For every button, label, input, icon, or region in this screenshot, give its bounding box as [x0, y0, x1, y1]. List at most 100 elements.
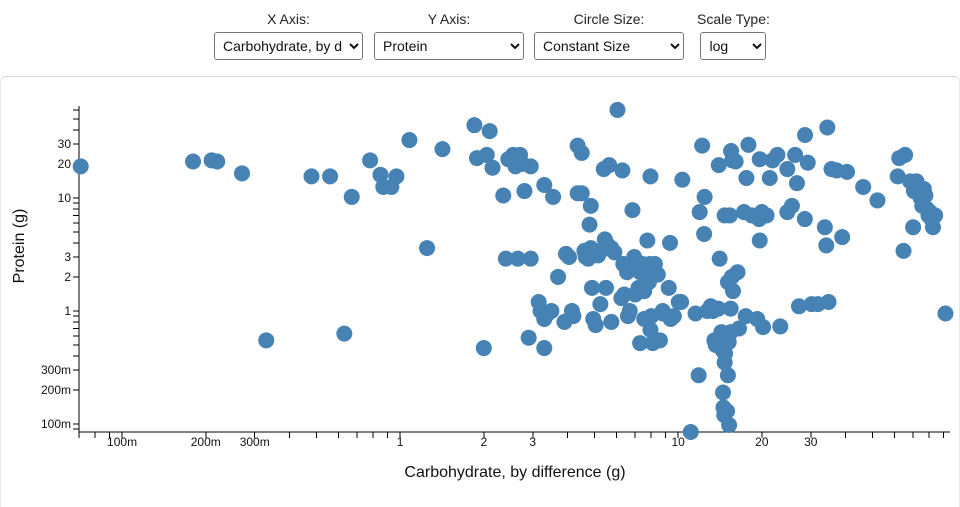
data-point	[651, 332, 668, 349]
circle-size-select[interactable]: Constant Size	[534, 32, 684, 60]
data-point	[797, 127, 814, 144]
data-point	[730, 320, 747, 337]
data-point	[924, 219, 941, 236]
x-axis-select[interactable]: Carbohydrate, by difference	[214, 32, 363, 60]
data-point	[727, 153, 744, 170]
data-point	[258, 332, 275, 349]
data-point	[234, 165, 251, 182]
data-point	[818, 237, 835, 254]
data-point	[592, 296, 609, 313]
data-point	[509, 250, 526, 267]
data-point	[796, 211, 813, 228]
data-point	[819, 119, 836, 136]
data-point	[691, 204, 708, 221]
data-point	[799, 154, 816, 171]
data-point	[722, 300, 739, 317]
y-axis-control: Y Axis: Protein	[374, 10, 524, 60]
y-axis-select[interactable]: Protein	[374, 32, 524, 60]
data-point	[758, 207, 775, 224]
data-point	[751, 232, 768, 249]
data-point	[790, 298, 807, 315]
data-point	[573, 185, 590, 202]
data-point	[343, 188, 360, 205]
data-point	[710, 300, 727, 317]
data-point	[601, 157, 618, 174]
data-point	[682, 424, 699, 440]
data-point	[419, 240, 436, 257]
x-axis-title: Carbohydrate, by difference (g)	[404, 464, 625, 481]
data-point	[719, 367, 736, 384]
data-point	[536, 177, 553, 194]
data-point	[388, 168, 405, 185]
data-point	[820, 294, 837, 311]
data-point	[582, 197, 599, 214]
data-point	[687, 305, 704, 322]
x-axis-control: X Axis: Carbohydrate, by difference	[214, 10, 363, 60]
x-tick-label: 100m	[107, 435, 137, 449]
data-point	[834, 229, 851, 246]
data-point	[603, 313, 620, 330]
data-point	[839, 163, 856, 180]
data-point	[401, 132, 418, 149]
chart-controls: X Axis: Carbohydrate, by difference Y Ax…	[0, 0, 960, 70]
data-point	[937, 305, 954, 322]
x-axis-label: X Axis:	[267, 11, 310, 27]
data-point	[584, 279, 601, 296]
data-point	[434, 141, 451, 158]
x-tick-label: 1	[397, 435, 404, 449]
x-tick-label: 10	[671, 435, 685, 449]
data-point	[772, 318, 789, 335]
data-point	[642, 168, 659, 185]
scale-type-select[interactable]: log	[700, 32, 767, 60]
data-point	[751, 151, 768, 168]
y-tick-label: 1	[64, 304, 71, 318]
y-tick-label: 300m	[41, 363, 71, 377]
data-point	[905, 219, 922, 236]
data-point	[565, 308, 582, 325]
x-tick-label: 30	[804, 435, 818, 449]
data-point	[719, 403, 736, 420]
data-point	[632, 335, 649, 352]
data-point	[895, 242, 912, 259]
data-point	[869, 192, 886, 209]
y-axis-title: Protein (g)	[11, 209, 28, 284]
data-point	[550, 268, 567, 285]
data-point	[609, 101, 626, 118]
scale-type-control: Scale Type: log	[697, 10, 770, 60]
data-point	[740, 136, 757, 153]
data-point	[597, 279, 614, 296]
data-point	[522, 250, 539, 267]
data-point	[721, 417, 738, 434]
data-point	[573, 144, 590, 161]
data-point	[536, 340, 553, 357]
y-tick-label: 200m	[41, 383, 71, 397]
data-point	[696, 188, 713, 205]
data-point	[478, 146, 495, 163]
data-point	[72, 158, 89, 175]
data-point	[495, 187, 512, 204]
data-point	[209, 153, 226, 170]
data-point	[649, 266, 666, 283]
data-point	[917, 187, 934, 204]
data-point	[725, 283, 742, 300]
x-tick-label: 200m	[191, 435, 221, 449]
circle-size-label: Circle Size:	[573, 11, 645, 27]
data-point	[769, 146, 786, 163]
data-point	[587, 317, 604, 334]
data-point	[721, 207, 738, 224]
data-point	[185, 153, 202, 170]
data-point	[543, 302, 560, 319]
data-point	[642, 321, 659, 338]
data-point	[614, 162, 631, 179]
data-point	[362, 152, 379, 169]
data-points	[72, 101, 954, 440]
data-point	[581, 216, 598, 233]
y-tick-label: 30	[58, 137, 72, 151]
data-point	[715, 384, 732, 401]
data-point	[729, 264, 746, 281]
data-point	[497, 250, 514, 267]
data-point	[522, 158, 539, 175]
data-point	[673, 294, 690, 311]
data-point	[624, 202, 641, 219]
